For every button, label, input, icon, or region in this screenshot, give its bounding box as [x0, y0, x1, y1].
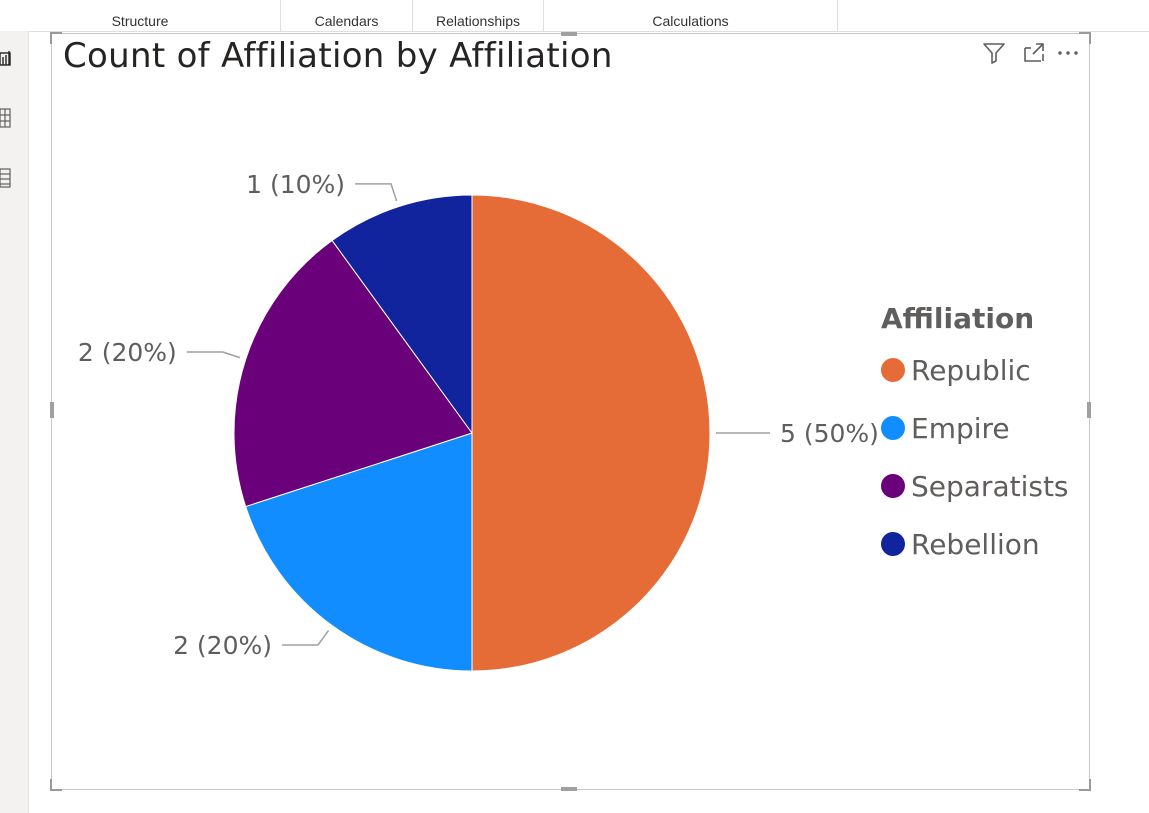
- legend-title: Affiliation: [881, 302, 1035, 335]
- selection-corner: [50, 779, 62, 791]
- focus-mode-icon[interactable]: [1021, 40, 1047, 66]
- legend-label: Rebellion: [911, 527, 1040, 561]
- model-view-icon[interactable]: [0, 167, 14, 189]
- ribbon-group-calendars: Calendars: [281, 0, 413, 31]
- data-label: 1 (10%): [246, 170, 345, 199]
- selection-corner: [1079, 779, 1091, 791]
- pie-chart-plot: 5 (50%) 2 (20%) 2 (20%) 1 (10%): [78, 170, 879, 672]
- filter-icon[interactable]: [981, 40, 1007, 66]
- pie-slice-separatists[interactable]: [233, 239, 473, 508]
- table-view-icon[interactable]: [0, 107, 14, 129]
- legend-marker: [881, 358, 905, 382]
- selection-corner: [50, 32, 62, 44]
- pie-chart-visual[interactable]: Count of Affiliation by Affiliation 5 (5…: [50, 32, 1091, 791]
- legend-marker: [881, 416, 905, 440]
- legend-marker: [881, 532, 905, 556]
- pie-slice-republic[interactable]: [471, 194, 711, 672]
- pie-slice-empire[interactable]: [245, 432, 473, 672]
- leader-line: [355, 183, 398, 202]
- leader-line: [186, 351, 241, 359]
- report-view-icon[interactable]: [0, 47, 14, 69]
- data-label: 5 (50%): [780, 419, 879, 448]
- ribbon-bar: Structure Calendars Relationships Calcul…: [0, 0, 1149, 32]
- legend-label: Republic: [911, 353, 1031, 387]
- pie-slice-rebellion[interactable]: [331, 194, 473, 435]
- legend-item-rebellion[interactable]: Rebellion: [881, 515, 1069, 573]
- legend-item-republic[interactable]: Republic: [881, 341, 1069, 399]
- legend-marker: [881, 474, 905, 498]
- resize-handle-right[interactable]: [1087, 402, 1091, 418]
- ribbon-group-calculations: Calculations: [544, 0, 838, 31]
- chart-title: Count of Affiliation by Affiliation: [63, 36, 613, 76]
- ribbon-group-relationships: Relationships: [413, 0, 544, 31]
- chart-legend: Affiliation Republic Empire Separatists Reb…: [881, 302, 1069, 573]
- resize-handle-left[interactable]: [50, 402, 54, 418]
- visual-header: [973, 40, 1083, 66]
- leader-line: [282, 629, 330, 646]
- legend-label: Empire: [911, 411, 1010, 445]
- legend-item-separatists[interactable]: Separatists: [881, 457, 1069, 515]
- data-label: 2 (20%): [173, 631, 272, 660]
- resize-handle-top[interactable]: [561, 32, 577, 36]
- more-options-icon[interactable]: [1055, 40, 1081, 66]
- resize-handle-bottom[interactable]: [561, 787, 577, 791]
- ribbon-group-structure: Structure: [0, 0, 281, 31]
- legend-item-empire[interactable]: Empire: [881, 399, 1069, 457]
- view-rail: [0, 31, 29, 813]
- legend-label: Separatists: [911, 469, 1069, 503]
- data-label: 2 (20%): [78, 338, 177, 367]
- selection-corner: [1079, 32, 1091, 44]
